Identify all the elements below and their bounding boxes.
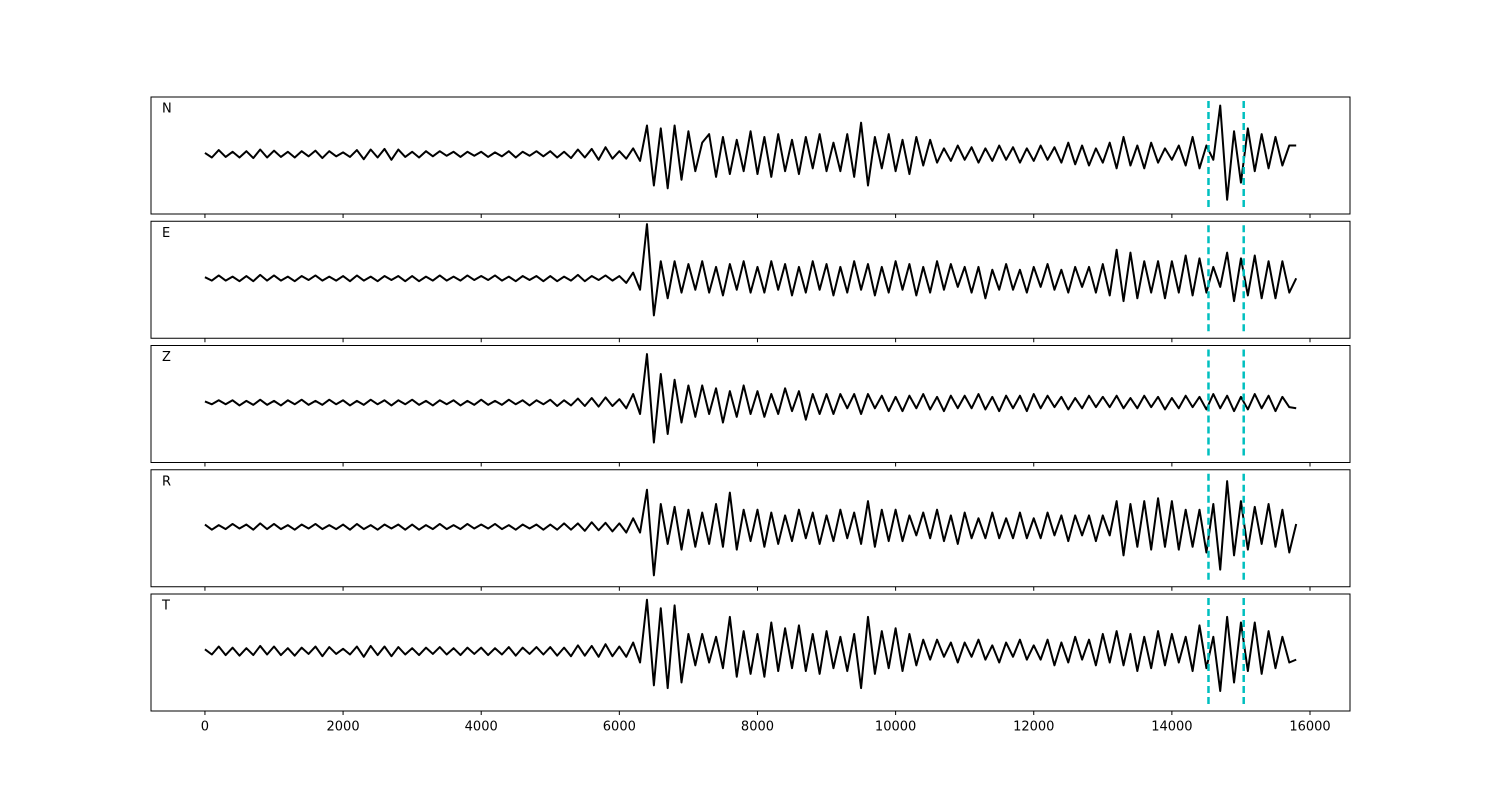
x-tick-label: 4000 xyxy=(465,720,498,735)
trace xyxy=(204,104,1297,201)
panel-frame xyxy=(150,96,1351,215)
panel-label: E xyxy=(162,226,170,241)
x-tick-label: 10000 xyxy=(875,720,916,735)
panel-label: T xyxy=(161,599,170,614)
panel-frame xyxy=(150,593,1351,712)
panel-frame xyxy=(150,220,1351,339)
x-tick-label: 6000 xyxy=(603,720,636,735)
trace xyxy=(204,480,1298,577)
x-tick-label: 14000 xyxy=(1151,720,1192,735)
panel-frame xyxy=(150,345,1351,463)
x-tick-label: 12000 xyxy=(1013,720,1054,735)
x-tick-label: 2000 xyxy=(327,720,360,735)
panel-label: Z xyxy=(162,350,171,365)
x-tick-label: 16000 xyxy=(1289,720,1330,735)
trace xyxy=(204,353,1297,444)
panel-frame xyxy=(150,469,1351,588)
x-tick-label: 8000 xyxy=(741,720,774,735)
trace xyxy=(204,223,1298,317)
panel-label: N xyxy=(162,102,172,117)
trace xyxy=(204,598,1297,693)
x-tick-label: 0 xyxy=(201,720,209,735)
panel-label: R xyxy=(162,474,171,489)
